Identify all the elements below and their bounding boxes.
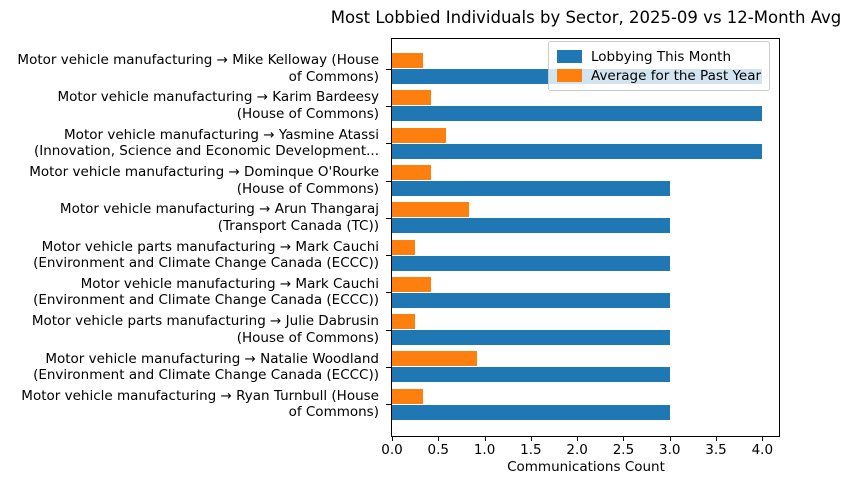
y-axis-tick [386,143,391,145]
y-axis-tick [386,217,391,219]
y-tick-label-line: (Environment and Climate Change Canada (… [33,292,379,309]
bar-average-past-year [392,239,416,255]
x-tick-label: 4.0 [751,442,774,458]
legend-entry-avg-past-year: Average for the Past Year [557,66,761,85]
y-tick-label-line: of Commons) [288,404,379,421]
y-tick-label: Motor vehicle manufacturing → Natalie Wo… [0,348,379,385]
x-axis-tick [762,437,764,441]
bar-average-past-year [392,127,446,143]
y-axis-tick [386,255,391,257]
bar-row [392,162,779,199]
legend-entry-this-month: Lobbying This Month [557,47,761,66]
bar-average-past-year [392,314,416,330]
bar-lobbying-this-month [392,404,670,420]
bar-lobbying-this-month [392,106,763,122]
y-tick-label: Motor vehicle parts manufacturing → Mark… [0,237,379,274]
bar-lobbying-this-month [392,255,670,271]
y-tick-label-line: Motor vehicle parts manufacturing → Mark… [41,238,379,255]
y-tick-label: Motor vehicle manufacturing → Ryan Turnb… [0,386,379,423]
bar-row [392,386,779,423]
y-tick-label-line: Motor vehicle manufacturing → Mark Cauch… [80,275,379,292]
bar-lobbying-this-month [392,218,670,234]
y-tick-label-line: (Transport Canada (TC)) [217,217,379,234]
y-tick-label: Motor vehicle manufacturing → Dominque O… [0,162,379,199]
legend-swatch-avg-past-year-icon [557,69,582,82]
bar-row [392,125,779,162]
y-tick-label-line: (House of Commons) [236,105,379,122]
bar-lobbying-this-month [392,292,670,308]
y-axis-tick [386,105,391,107]
x-tick-label: 2.5 [612,442,635,458]
x-axis-tick [484,437,486,441]
x-tick-label: 3.5 [705,442,727,458]
x-axis-tick [438,437,440,441]
bar-average-past-year [392,388,423,404]
bar-average-past-year [392,53,423,68]
y-tick-label-line: of Commons) [288,68,379,85]
bar-average-past-year [392,276,431,292]
y-tick-label-line: Motor vehicle manufacturing → Ryan Turnb… [21,387,379,404]
y-tick-label-line: Motor vehicle manufacturing → Yasmine At… [64,126,379,143]
bar-row [392,199,779,236]
legend-swatch-this-month-icon [557,50,582,63]
bar-average-past-year [392,351,478,367]
y-axis-tick [386,367,391,369]
legend-label-this-month: Lobbying This Month [591,48,732,65]
y-axis-tick [386,180,391,182]
legend: Lobbying This Month Average for the Past… [548,41,771,91]
x-tick-label: 1.5 [520,442,542,458]
chart-title: Most Lobbied Individuals by Sector, 2025… [330,8,842,27]
bar-row [392,311,779,348]
bar-row [392,87,779,124]
y-tick-label-line: Motor vehicle manufacturing → Natalie Wo… [45,350,379,367]
x-tick-label: 2.0 [566,442,588,458]
bar-lobbying-this-month [392,180,670,196]
y-tick-label: Motor vehicle manufacturing → Mike Kello… [0,50,379,87]
y-tick-label: Motor vehicle manufacturing → Karim Bard… [0,87,379,124]
x-tick-label: 0.0 [381,442,403,458]
y-tick-label-line: (House of Commons) [236,329,379,346]
bar-row [392,274,779,311]
y-tick-label: Motor vehicle parts manufacturing → Juli… [0,311,379,348]
y-tick-label-line: Motor vehicle manufacturing → Mike Kello… [17,52,379,69]
legend-label-avg-past-year: Average for the Past Year [591,67,762,84]
bar-lobbying-this-month [392,143,763,159]
bar-lobbying-this-month [392,367,670,383]
bar-lobbying-this-month [392,330,670,346]
y-tick-label-line: Motor vehicle parts manufacturing → Juli… [31,313,379,330]
x-axis-tick [530,437,532,441]
x-axis-tick [716,437,718,441]
x-axis-tick [669,437,671,441]
x-axis-label: Communications Count [507,459,665,475]
bar-average-past-year [392,90,431,106]
bar-average-past-year [392,202,469,218]
x-tick-label: 3.0 [659,442,681,458]
y-tick-label-line: (Environment and Climate Change Canada (… [33,255,379,272]
y-tick-label-line: (Innovation, Science and Economic Develo… [33,143,379,160]
x-axis-tick [623,437,625,441]
y-tick-label: Motor vehicle manufacturing → Arun Thang… [0,199,379,236]
y-axis-tick [386,329,391,331]
y-tick-label-line: Motor vehicle manufacturing → Dominque O… [29,164,379,181]
y-tick-label: Motor vehicle manufacturing → Mark Cauch… [0,274,379,311]
bar-average-past-year [392,164,431,180]
y-tick-label-line: (Environment and Climate Change Canada (… [33,367,379,384]
y-axis-tick [386,68,391,70]
y-tick-label-line: Motor vehicle manufacturing → Arun Thang… [59,201,379,218]
bar-row [392,237,779,274]
y-axis-tick [386,404,391,406]
bar-row [392,348,779,385]
x-axis-tick [392,437,393,441]
x-tick-label: 1.0 [473,442,496,458]
y-tick-label-line: (House of Commons) [236,180,379,197]
y-tick-label: Motor vehicle manufacturing → Yasmine At… [0,125,379,162]
x-tick-label: 0.5 [427,442,450,458]
y-tick-label-line: Motor vehicle manufacturing → Karim Bard… [57,89,379,106]
x-axis-tick [577,437,579,441]
y-axis-tick [386,292,391,294]
